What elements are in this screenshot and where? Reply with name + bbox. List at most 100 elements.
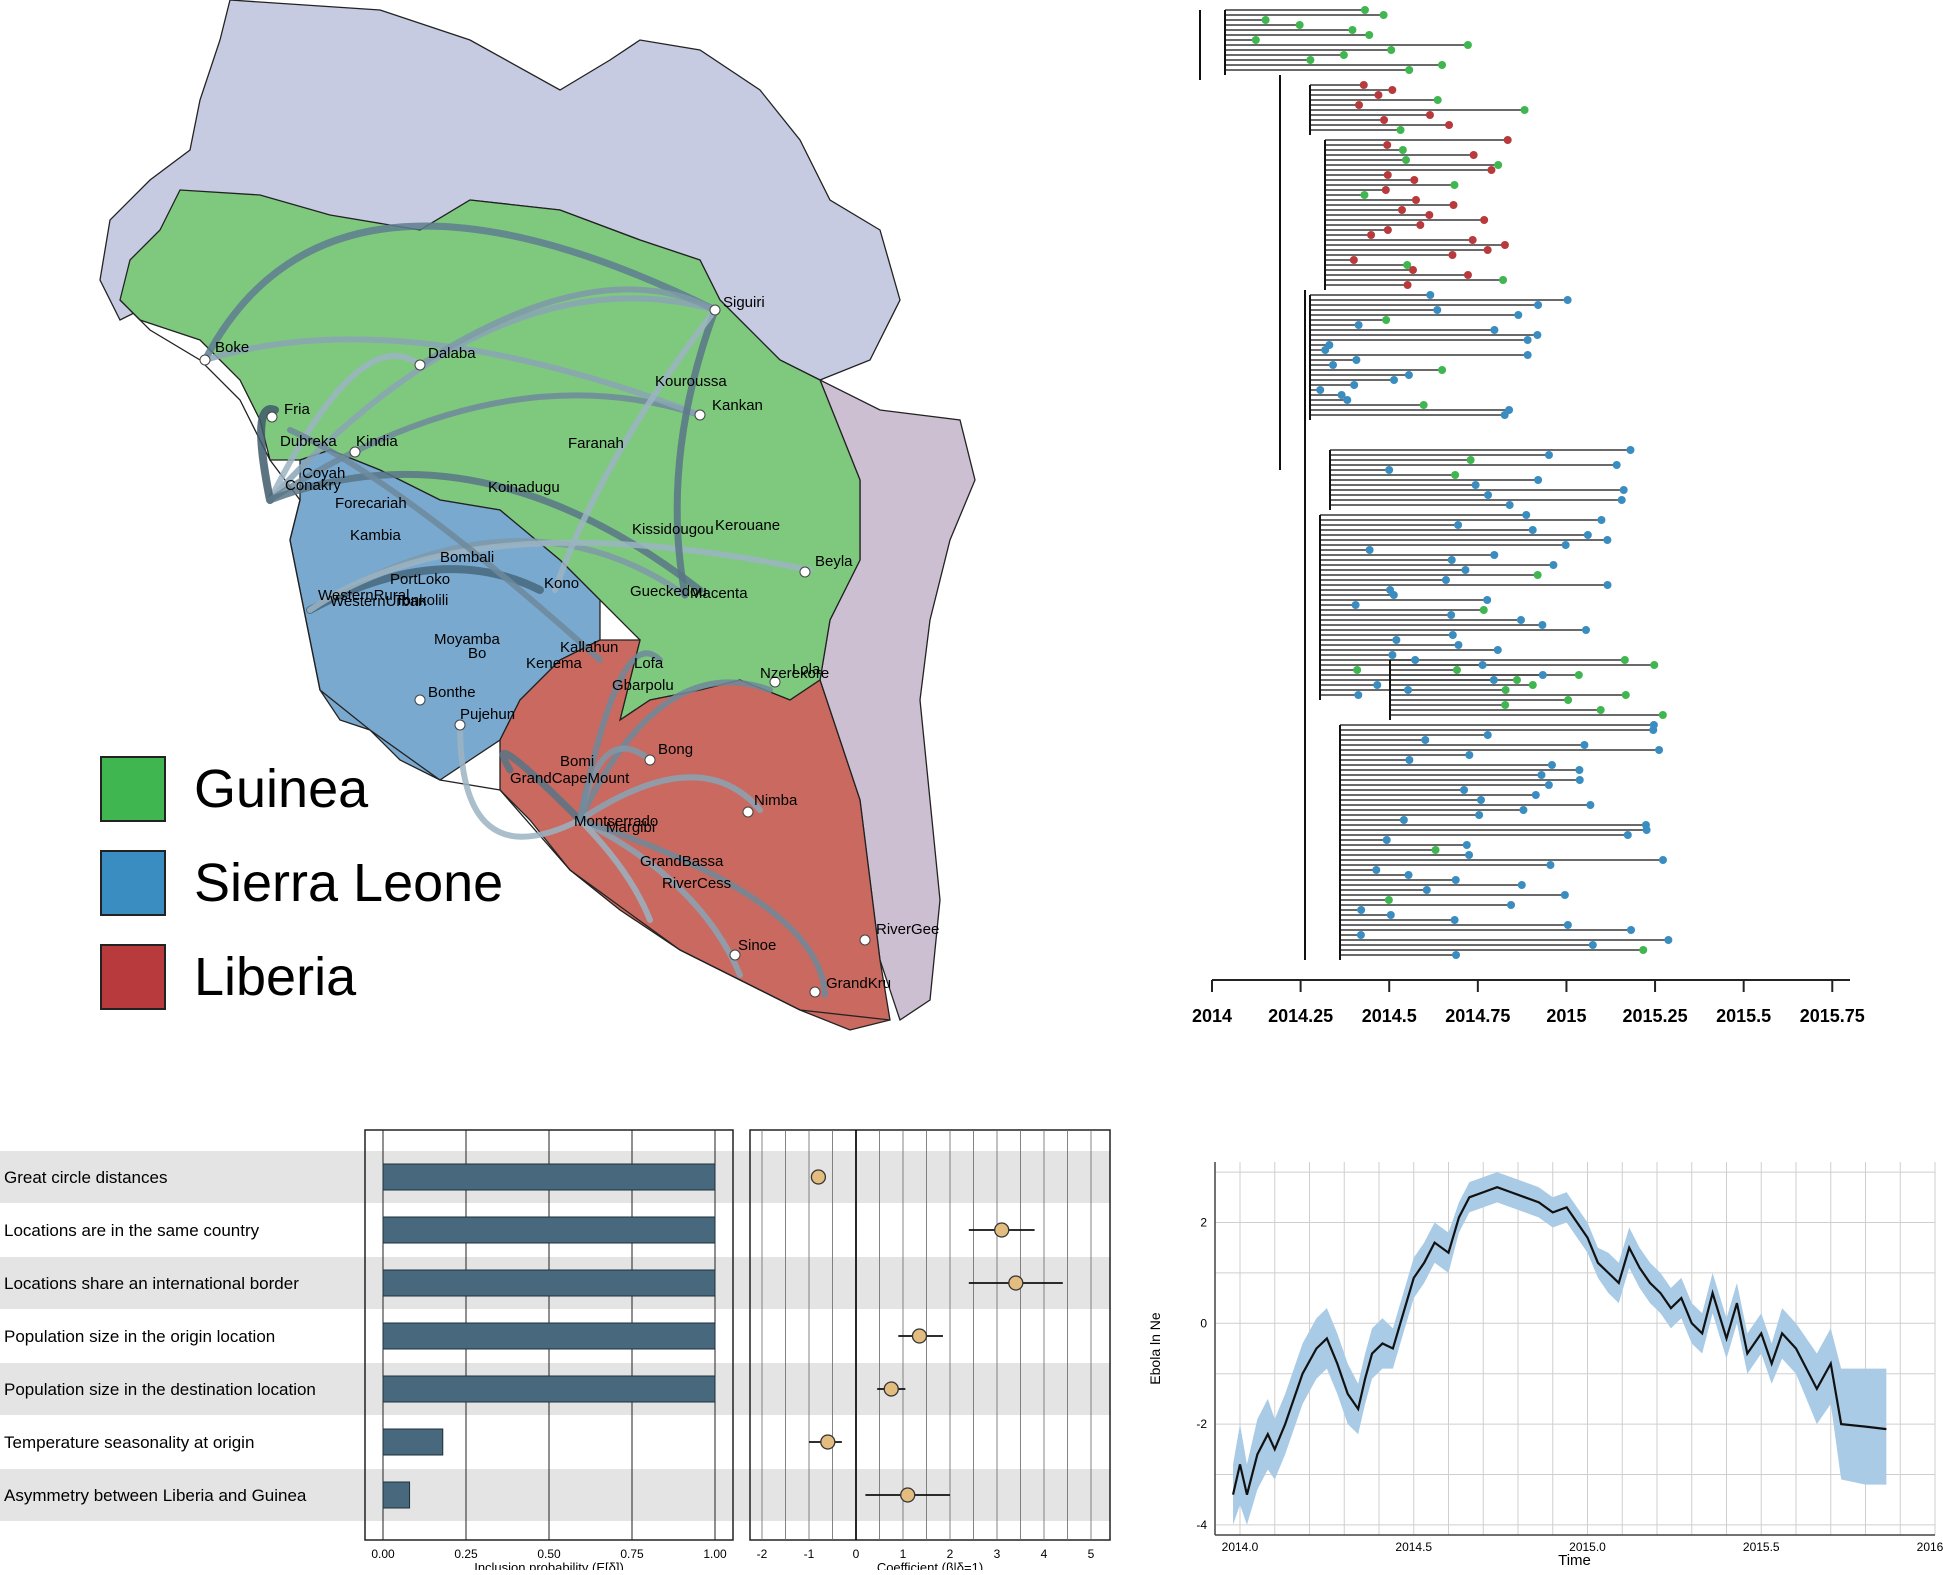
tick-label: 2015.5 <box>1716 1006 1771 1026</box>
tip-dot <box>1460 786 1469 794</box>
tip-dot <box>1382 836 1391 844</box>
tip-dot <box>1649 726 1658 734</box>
tip-dot <box>1588 941 1597 949</box>
tip-dot <box>1343 396 1352 404</box>
tip-dot <box>1398 146 1407 154</box>
legend-item-guinea: Guinea <box>100 756 368 822</box>
tip-dot <box>1382 316 1391 324</box>
legend-label: Liberia <box>194 947 357 1007</box>
tick-label: -2 <box>1196 1417 1207 1431</box>
tip-dot <box>1544 451 1553 459</box>
location-label: Pujehun <box>460 706 515 723</box>
tip-dot <box>1500 241 1509 249</box>
tip-dot <box>1388 651 1397 659</box>
tip-dot <box>1372 866 1381 874</box>
tip-dot <box>1533 331 1542 339</box>
tip-dot <box>1478 661 1487 669</box>
location-label: Dubreka <box>280 433 337 450</box>
tip-dot <box>1505 501 1514 509</box>
tick-label: 1.00 <box>703 1547 727 1561</box>
tip-dot <box>1390 376 1399 384</box>
tip-dot <box>1617 496 1626 504</box>
tree-branches <box>1199 9 1669 960</box>
glm-panel: Great circle distances Locations are in t… <box>0 1125 1120 1575</box>
location-label: WesternUrban <box>330 593 426 610</box>
tip-dot <box>1316 386 1325 394</box>
tip-dot <box>1534 301 1543 309</box>
tick-label: 2014.0 <box>1222 1540 1259 1554</box>
location-label: Bonthe <box>428 684 476 701</box>
tick-label: 2016.0 <box>1917 1540 1943 1554</box>
tip-dot <box>1512 676 1521 684</box>
route <box>287 427 603 663</box>
tip-dot <box>1563 296 1572 304</box>
tip-dot <box>1353 666 1362 674</box>
location-label: Coyah <box>302 465 345 482</box>
tip-dot <box>1537 771 1546 779</box>
inclusion-bar <box>382 1163 716 1191</box>
location-dot <box>349 446 361 458</box>
location-label: Lofa <box>634 655 664 672</box>
coefficient-point <box>1008 1275 1024 1291</box>
location-label: Nimba <box>754 792 798 809</box>
route <box>552 307 718 593</box>
tick-label: 2015.5 <box>1743 1540 1780 1554</box>
location-label: Conakry <box>285 477 341 494</box>
tip-dot <box>1356 931 1365 939</box>
tip-dot <box>1419 401 1428 409</box>
location-label: Margibi <box>606 819 655 836</box>
tip-dot <box>1528 681 1537 689</box>
location-dot <box>266 411 278 423</box>
tip-dot <box>1465 851 1474 859</box>
phylogeny-panel: 2014 2014.25 2014.5 2014.75 2015 2015.25 2015.… <box>1190 0 1890 1040</box>
tip-dot <box>1655 746 1664 754</box>
tip-dot <box>1251 36 1260 44</box>
coefficient-point <box>900 1487 916 1503</box>
tick-label: -1 <box>804 1547 815 1561</box>
tick-label: 0 <box>1200 1316 1207 1330</box>
tick-label: 1 <box>900 1547 907 1561</box>
tip-dot <box>1475 811 1484 819</box>
tip-dot <box>1450 916 1459 924</box>
tip-dot <box>1392 636 1401 644</box>
tick-label: 0.75 <box>620 1547 644 1561</box>
tick-label: 0.25 <box>454 1547 478 1561</box>
tip-dot <box>1563 921 1572 929</box>
map-panel: Boke Fria Dalaba Dubreka Kindia Coyah Co… <box>0 0 1000 1050</box>
tick-label: 2015.75 <box>1800 1006 1865 1026</box>
tip-dot <box>1408 266 1417 274</box>
location-label: Boke <box>215 339 249 356</box>
tip-dot <box>1261 16 1270 24</box>
location-label: RiverGee <box>876 921 939 938</box>
predictor-label: Locations are in the same country <box>4 1221 260 1240</box>
tip-dot <box>1365 546 1374 554</box>
tip-dot <box>1483 596 1492 604</box>
tip-dot <box>1574 671 1583 679</box>
route <box>577 817 828 998</box>
tip-dot <box>1360 191 1369 199</box>
tip-dot <box>1480 216 1489 224</box>
tip-dot <box>1514 311 1523 319</box>
credible-interval-band <box>1233 1172 1887 1525</box>
location-label: WesternRural <box>318 587 409 604</box>
tip-dot <box>1387 46 1396 54</box>
tip-dot <box>1476 796 1485 804</box>
location-label: Bo <box>468 645 486 662</box>
tip-dot <box>1596 706 1605 714</box>
tip-dot <box>1483 731 1492 739</box>
location-label: Kankan <box>712 397 763 414</box>
location-label: Kissidougou <box>632 521 714 538</box>
tick-label: 2015 <box>1546 1006 1586 1026</box>
tip-dot <box>1426 291 1435 299</box>
tip-dot <box>1397 206 1406 214</box>
location-label: GrandCapeMount <box>510 770 630 787</box>
location-dot <box>454 719 466 731</box>
tip-dot <box>1433 96 1442 104</box>
tip-dot <box>1360 6 1369 14</box>
tip-dot <box>1411 656 1420 664</box>
legend-label: Sierra Leone <box>194 853 504 913</box>
tip-dot <box>1519 806 1528 814</box>
tip-dot <box>1367 231 1376 239</box>
location-dot <box>799 566 811 578</box>
location-dot <box>694 409 706 421</box>
